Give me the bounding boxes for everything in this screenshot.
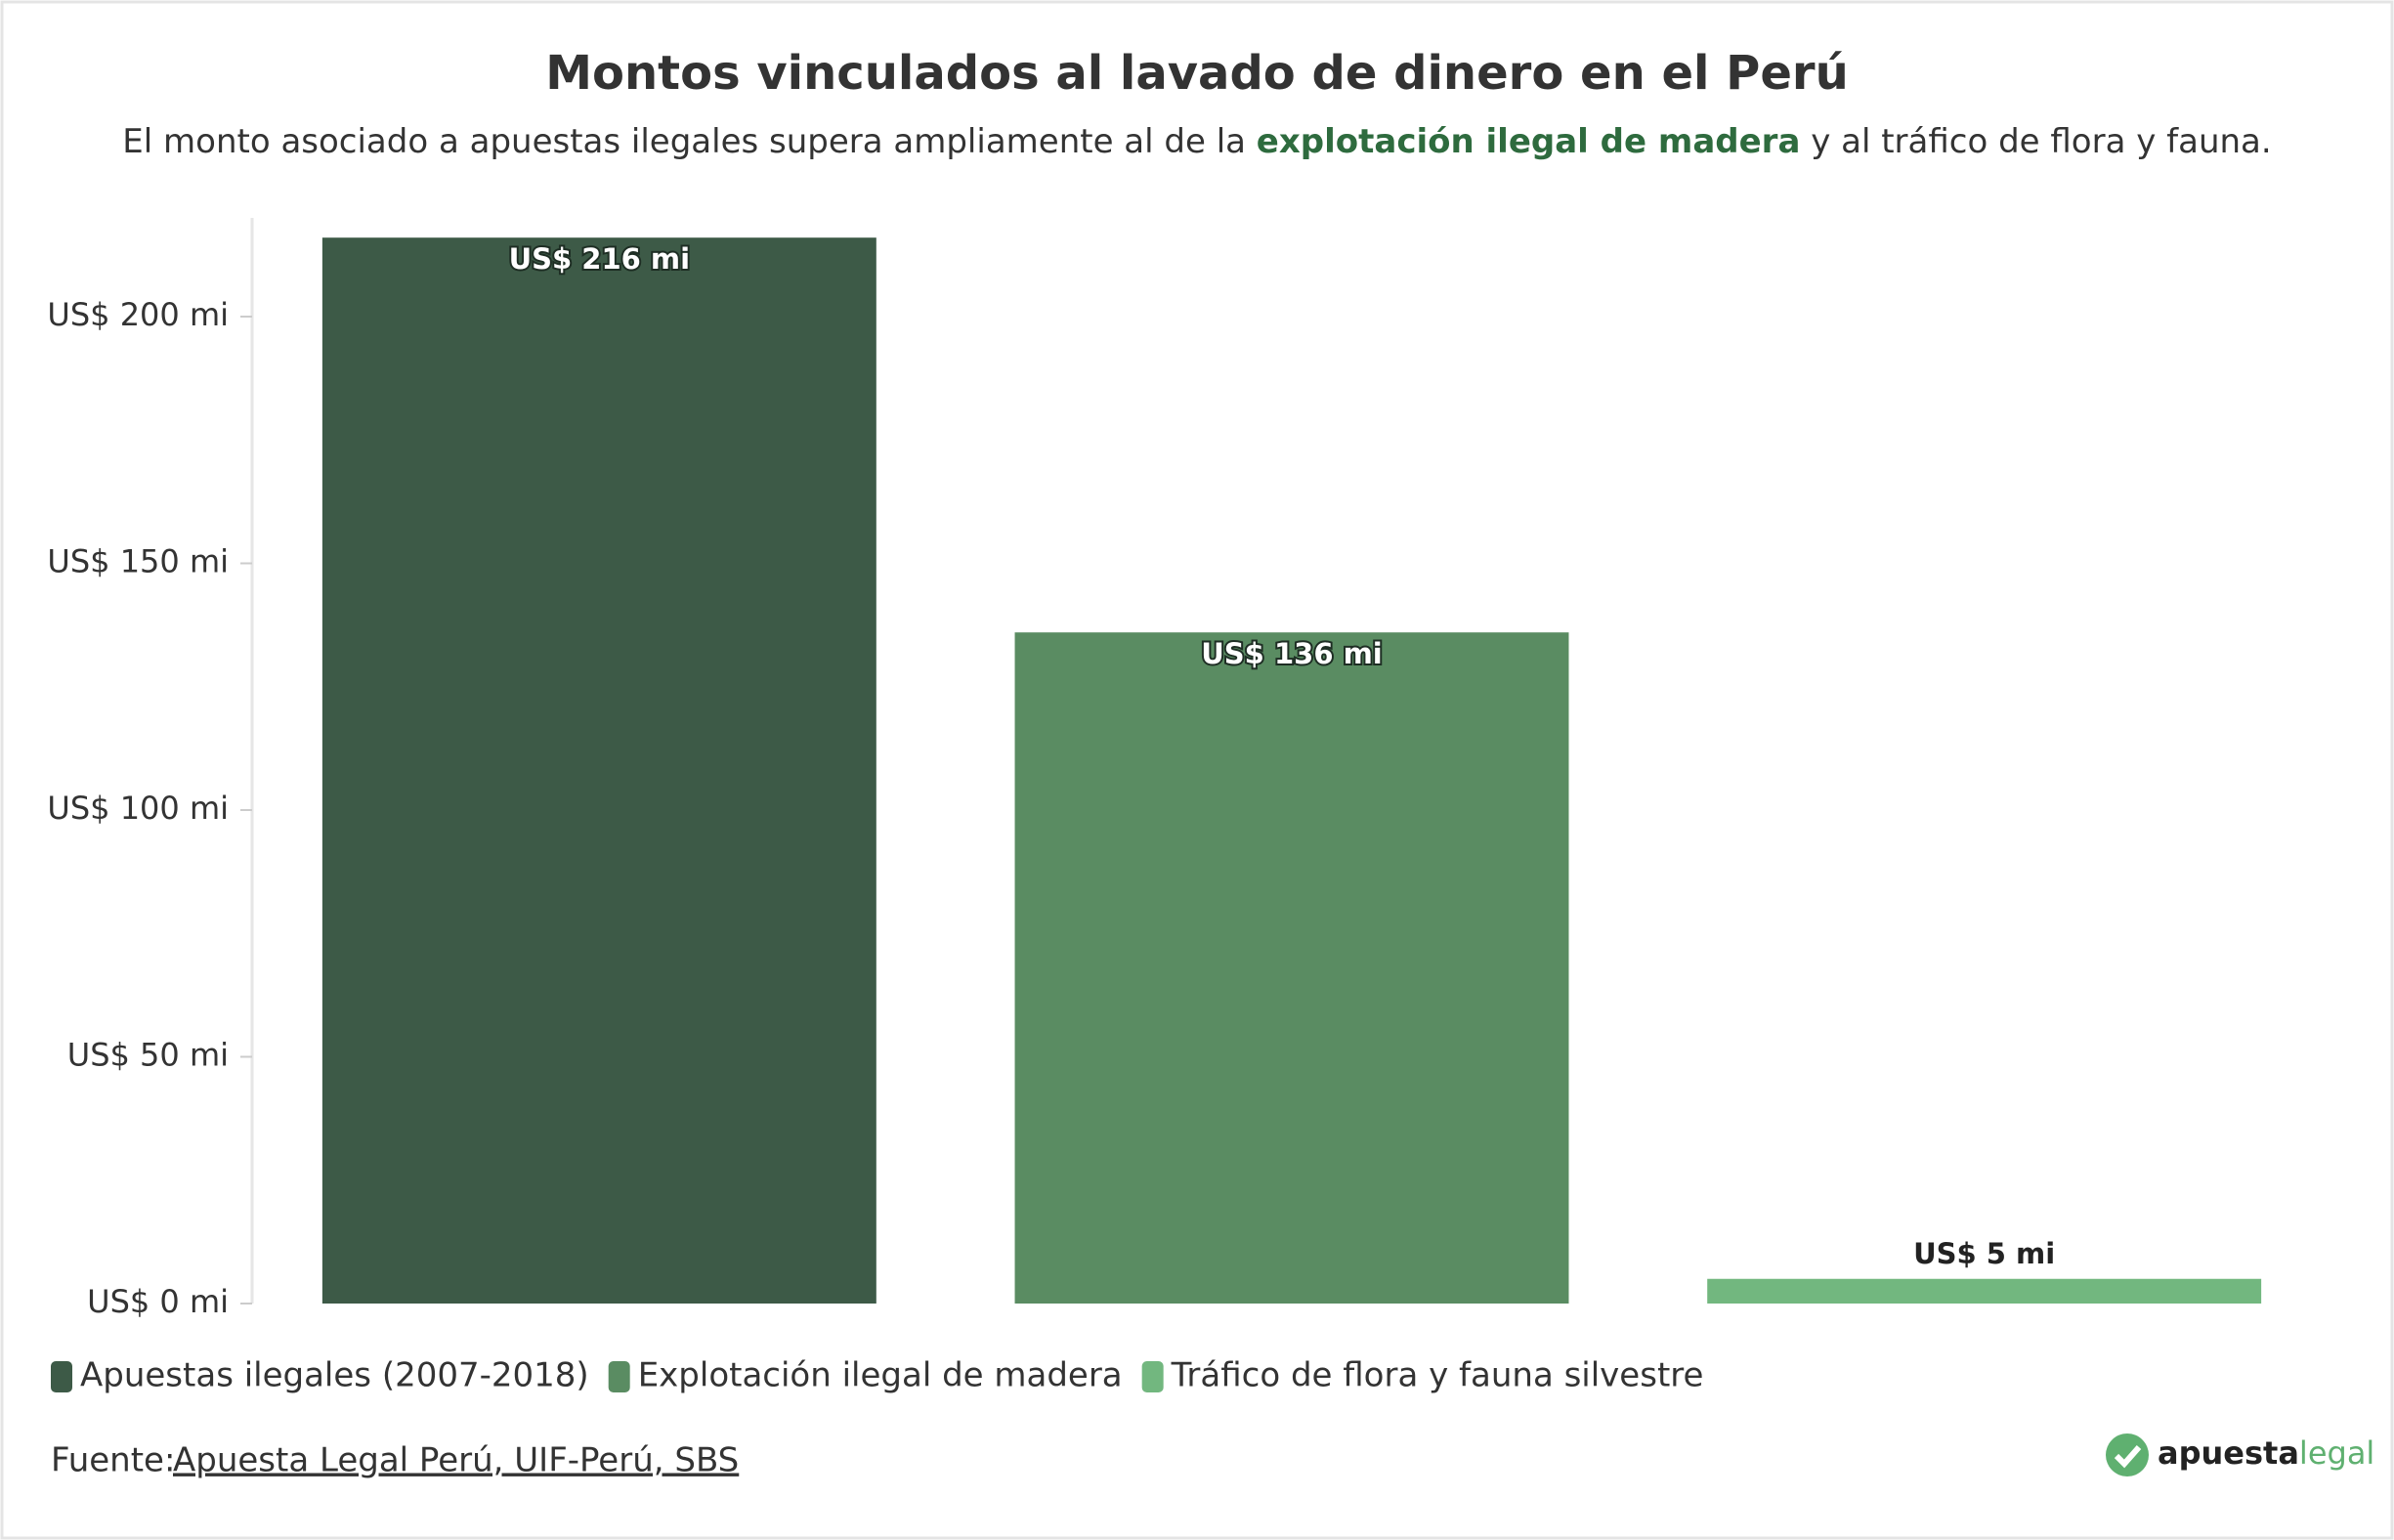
- legend-swatch: [51, 1361, 72, 1392]
- logo-part: legal: [2299, 1434, 2374, 1472]
- legend-label: Explotación ilegal de madera: [638, 1356, 1123, 1395]
- legend-label: Tráfico de flora y fauna silvestre: [1171, 1356, 1704, 1395]
- value-label: US$ 136 mi: [1201, 637, 1383, 670]
- value-label: US$ 5 mi: [1913, 1237, 2055, 1270]
- logo-check: [2114, 1445, 2142, 1469]
- value-label: US$ 216 mi: [509, 242, 691, 276]
- legend-swatch: [608, 1361, 630, 1392]
- bar: [1014, 632, 1569, 1304]
- logo-part: apuesta: [2158, 1434, 2299, 1472]
- bar: [321, 237, 876, 1305]
- logo-icon: [2106, 1433, 2149, 1476]
- y-tick-label: US$ 50 mi: [67, 1037, 229, 1074]
- chart-title: Montos vinculados al lavado de dinero en…: [545, 46, 1849, 101]
- chart-subtitle: El monto asociado a apuestas ilegales su…: [122, 122, 2271, 161]
- subtitle-text: y al tráfico de flora y fauna.: [1800, 122, 2271, 161]
- logo: apuestalegal: [2106, 1433, 2374, 1476]
- subtitle-highlight: explotación ilegal de madera: [1257, 122, 1801, 161]
- y-tick-label: US$ 0 mi: [87, 1283, 229, 1320]
- legend-label: Apuestas ilegales (2007-2018): [80, 1356, 589, 1395]
- source-link[interactable]: Apuesta Legal Perú, UIF-Perú, SBS: [173, 1441, 739, 1480]
- logo-text: apuestalegal: [2158, 1434, 2374, 1472]
- y-tick-label: US$ 100 mi: [47, 790, 229, 827]
- bar: [1707, 1278, 2262, 1304]
- y-tick-label: US$ 200 mi: [47, 296, 229, 333]
- legend-swatch: [1141, 1361, 1164, 1392]
- source-label: Fuente:: [51, 1441, 175, 1480]
- subtitle-text: El monto asociado a apuestas ilegales su…: [122, 122, 1256, 161]
- y-tick-label: US$ 150 mi: [47, 543, 229, 580]
